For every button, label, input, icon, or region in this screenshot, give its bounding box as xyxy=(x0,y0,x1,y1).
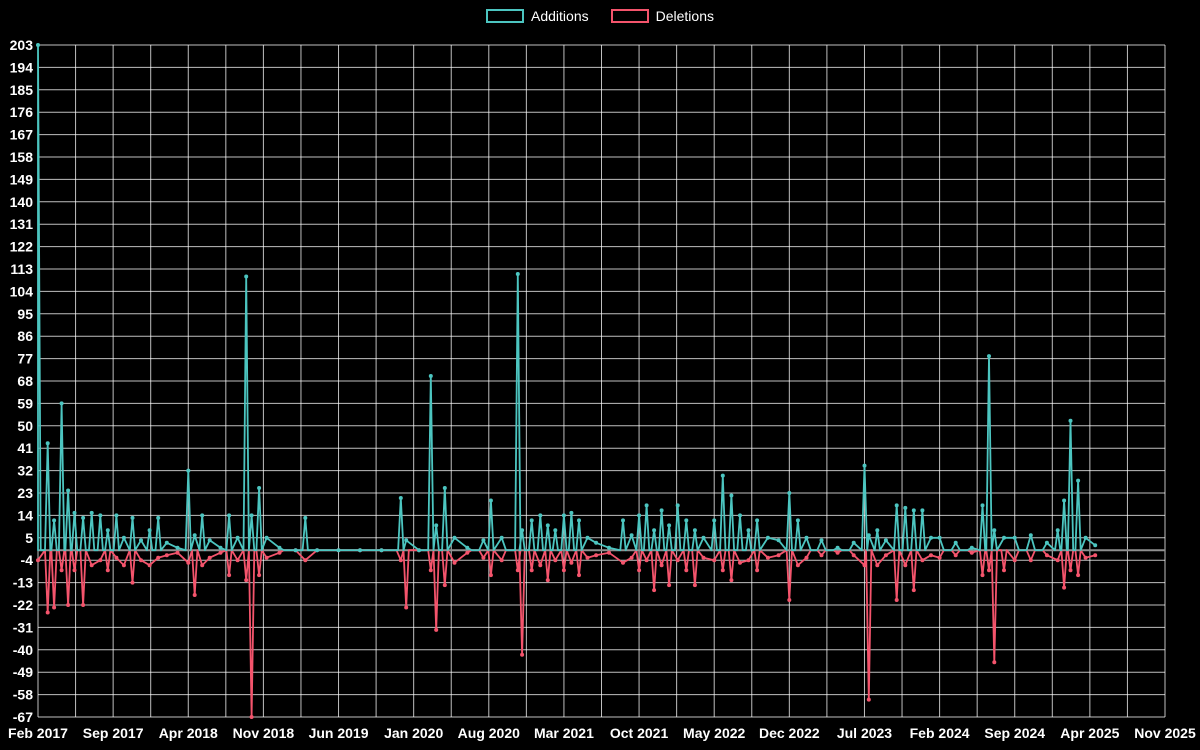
svg-text:Nov 2018: Nov 2018 xyxy=(233,725,295,741)
svg-text:86: 86 xyxy=(17,328,33,344)
svg-text:Mar 2021: Mar 2021 xyxy=(534,725,594,741)
svg-text:104: 104 xyxy=(10,283,34,299)
svg-text:Jan 2020: Jan 2020 xyxy=(384,725,443,741)
svg-text:Feb 2017: Feb 2017 xyxy=(8,725,68,741)
additions-line xyxy=(36,43,1098,553)
svg-text:May 2022: May 2022 xyxy=(683,725,745,741)
svg-text:32: 32 xyxy=(17,463,33,479)
svg-text:131: 131 xyxy=(10,216,34,232)
svg-text:14: 14 xyxy=(17,507,33,523)
svg-text:113: 113 xyxy=(10,261,33,277)
svg-text:Apr 2018: Apr 2018 xyxy=(159,725,218,741)
y-axis-tick-labels: 203 194 185 176 167 158 149 140 131 122 113 104 95 86… xyxy=(10,37,34,725)
svg-text:-4: -4 xyxy=(21,552,34,568)
svg-text:50: 50 xyxy=(17,418,33,434)
svg-text:Jun 2019: Jun 2019 xyxy=(309,725,369,741)
svg-text:194: 194 xyxy=(10,59,34,75)
legend-item-deletions[interactable]: Deletions xyxy=(610,8,714,24)
svg-text:Feb 2024: Feb 2024 xyxy=(910,725,970,741)
x-axis-tick-labels: Feb 2017 Sep 2017 Apr 2018 Nov 2018 Jun 2019… xyxy=(8,725,1196,741)
svg-text:77: 77 xyxy=(17,351,33,367)
svg-text:95: 95 xyxy=(17,306,33,322)
deletions-swatch xyxy=(610,9,649,23)
svg-text:-40: -40 xyxy=(13,642,33,658)
svg-text:Jul 2023: Jul 2023 xyxy=(837,725,892,741)
svg-text:23: 23 xyxy=(17,485,33,501)
svg-text:Aug 2020: Aug 2020 xyxy=(458,725,520,741)
svg-text:68: 68 xyxy=(17,373,33,389)
svg-text:Oct 2021: Oct 2021 xyxy=(610,725,669,741)
svg-text:-49: -49 xyxy=(13,664,33,680)
svg-text:Dec 2022: Dec 2022 xyxy=(759,725,820,741)
svg-text:176: 176 xyxy=(10,104,34,120)
gridlines xyxy=(37,44,1166,718)
svg-text:Sep 2024: Sep 2024 xyxy=(984,725,1045,741)
svg-text:5: 5 xyxy=(25,530,33,546)
svg-text:-67: -67 xyxy=(13,709,33,725)
svg-text:-31: -31 xyxy=(13,619,33,635)
svg-text:167: 167 xyxy=(10,127,34,143)
deletions-line xyxy=(36,548,1098,719)
svg-text:149: 149 xyxy=(10,171,34,187)
svg-text:Sep 2017: Sep 2017 xyxy=(83,725,144,741)
svg-text:122: 122 xyxy=(10,239,34,255)
chart-legend: Additions Deletions xyxy=(0,8,1200,24)
additions-swatch xyxy=(486,9,525,23)
svg-text:59: 59 xyxy=(17,395,33,411)
additions-legend-label: Additions xyxy=(531,8,589,24)
svg-text:Nov 2025: Nov 2025 xyxy=(1134,725,1196,741)
svg-text:-13: -13 xyxy=(13,575,33,591)
svg-text:-58: -58 xyxy=(13,687,33,703)
svg-text:185: 185 xyxy=(10,82,34,98)
svg-text:140: 140 xyxy=(10,194,34,210)
deletions-legend-label: Deletions xyxy=(655,8,714,24)
svg-text:Apr 2025: Apr 2025 xyxy=(1060,725,1119,741)
svg-text:158: 158 xyxy=(10,149,34,165)
svg-text:41: 41 xyxy=(17,440,33,456)
svg-text:-22: -22 xyxy=(13,597,33,613)
svg-text:203: 203 xyxy=(10,37,34,53)
legend-item-additions[interactable]: Additions xyxy=(486,8,589,24)
